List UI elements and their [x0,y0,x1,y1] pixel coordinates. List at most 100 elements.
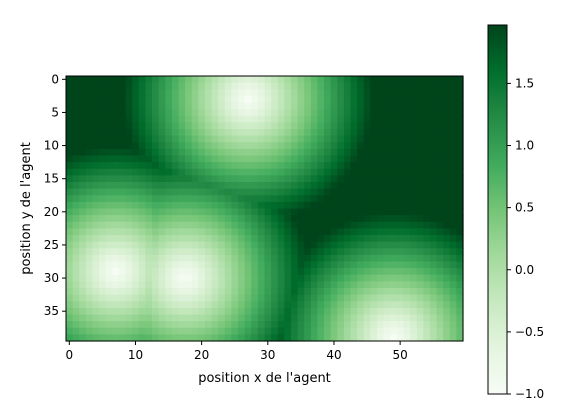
heatmap-cell [118,221,127,229]
heatmap-cell [178,162,186,170]
heatmap-cell [158,334,166,342]
heatmap-cell [185,268,193,276]
heatmap-cell [297,122,305,130]
heatmap-cell [271,148,279,157]
heatmap-cell [257,235,266,243]
heatmap-cell [264,254,272,263]
heatmap-cell [317,235,325,243]
heatmap-cell [66,248,74,256]
heatmap-cell [158,288,166,296]
heatmap-cell [403,195,411,203]
heatmap-cell [370,129,378,137]
heatmap-cell [396,168,405,176]
heatmap-cell [72,82,80,90]
heatmap-cell [396,102,405,110]
heatmap-cell [171,221,180,229]
y-tick-label: 20 [44,205,59,219]
heatmap-cell [277,288,285,296]
heatmap-cell [218,148,226,157]
heatmap-cell [277,148,285,157]
heatmap-cell [290,89,299,97]
heatmap-cell [118,215,127,223]
heatmap-cell [72,95,80,104]
heatmap-cell [416,82,424,90]
heatmap-cell [363,294,371,302]
heatmap-cell [211,188,219,196]
heatmap-cell [423,135,431,143]
heatmap-cell [257,162,266,170]
heatmap-cell [138,327,146,335]
heatmap-cell [416,102,424,110]
heatmap-cell [376,228,385,236]
heatmap-cell [138,82,146,90]
heatmap-cell [429,122,438,130]
heatmap-cell [178,268,186,276]
heatmap-cell [337,307,345,316]
heatmap-cell [436,261,444,269]
heatmap-cell [198,254,206,263]
heatmap-cell [357,248,365,256]
heatmap-cell [211,155,219,163]
heatmap-cell [410,201,418,210]
heatmap-cell [238,188,246,196]
heatmap-cell [443,115,451,123]
heatmap-cell [105,314,113,322]
heatmap-cell [251,195,259,203]
heatmap-cell [410,221,418,229]
heatmap-cell [138,162,146,170]
heatmap-cell [363,182,371,190]
heatmap-cell [105,321,113,329]
heatmap-cell [376,109,385,117]
heatmap-cell [396,135,405,143]
heatmap-cell [244,168,252,176]
heatmap-cell [211,215,219,223]
heatmap-cell [165,148,173,157]
heatmap-cell [443,109,451,117]
heatmap-cell [337,301,345,309]
heatmap-cell [72,168,80,176]
heatmap-cell [198,162,206,170]
heatmap-cell [284,188,292,196]
heatmap-cell [198,135,206,143]
heatmap-cell [185,254,193,263]
heatmap-cell [118,327,127,335]
heatmap-cell [390,82,398,90]
heatmap-cell [79,148,87,157]
heatmap-cell [363,307,371,316]
heatmap-cell [376,102,385,110]
y-tick-label: 25 [44,238,59,252]
heatmap-cell [297,109,305,117]
heatmap-cell [410,95,418,104]
heatmap-cell [158,135,166,143]
heatmap-cell [449,122,457,130]
heatmap-cell [218,334,226,342]
heatmap-cell [231,274,239,282]
heatmap-cell [112,288,120,296]
heatmap-cell [238,95,246,104]
heatmap-cell [271,109,279,117]
heatmap-cell [191,274,199,282]
heatmap-cell [72,76,80,84]
heatmap-cell [198,82,206,90]
heatmap-cell [337,135,345,143]
heatmap-cell [112,221,120,229]
heatmap-cell [92,274,100,282]
heatmap-cell [310,301,319,309]
heatmap-cell [251,95,259,104]
heatmap-cell [304,334,312,342]
heatmap-cell [171,102,180,110]
heatmap-cell [72,235,80,243]
heatmap-cell [376,89,385,97]
heatmap-cell [99,195,107,203]
heatmap-cell [66,76,74,84]
heatmap-cell [138,201,146,210]
heatmap-cell [396,115,405,123]
heatmap-cell [138,89,146,97]
heatmap-cell [264,188,272,196]
heatmap-cell [363,321,371,329]
heatmap-cell [105,268,113,276]
heatmap-cell [350,122,358,130]
heatmap-cell [145,95,153,104]
heatmap-cell [403,215,411,223]
heatmap-cell [118,175,127,183]
